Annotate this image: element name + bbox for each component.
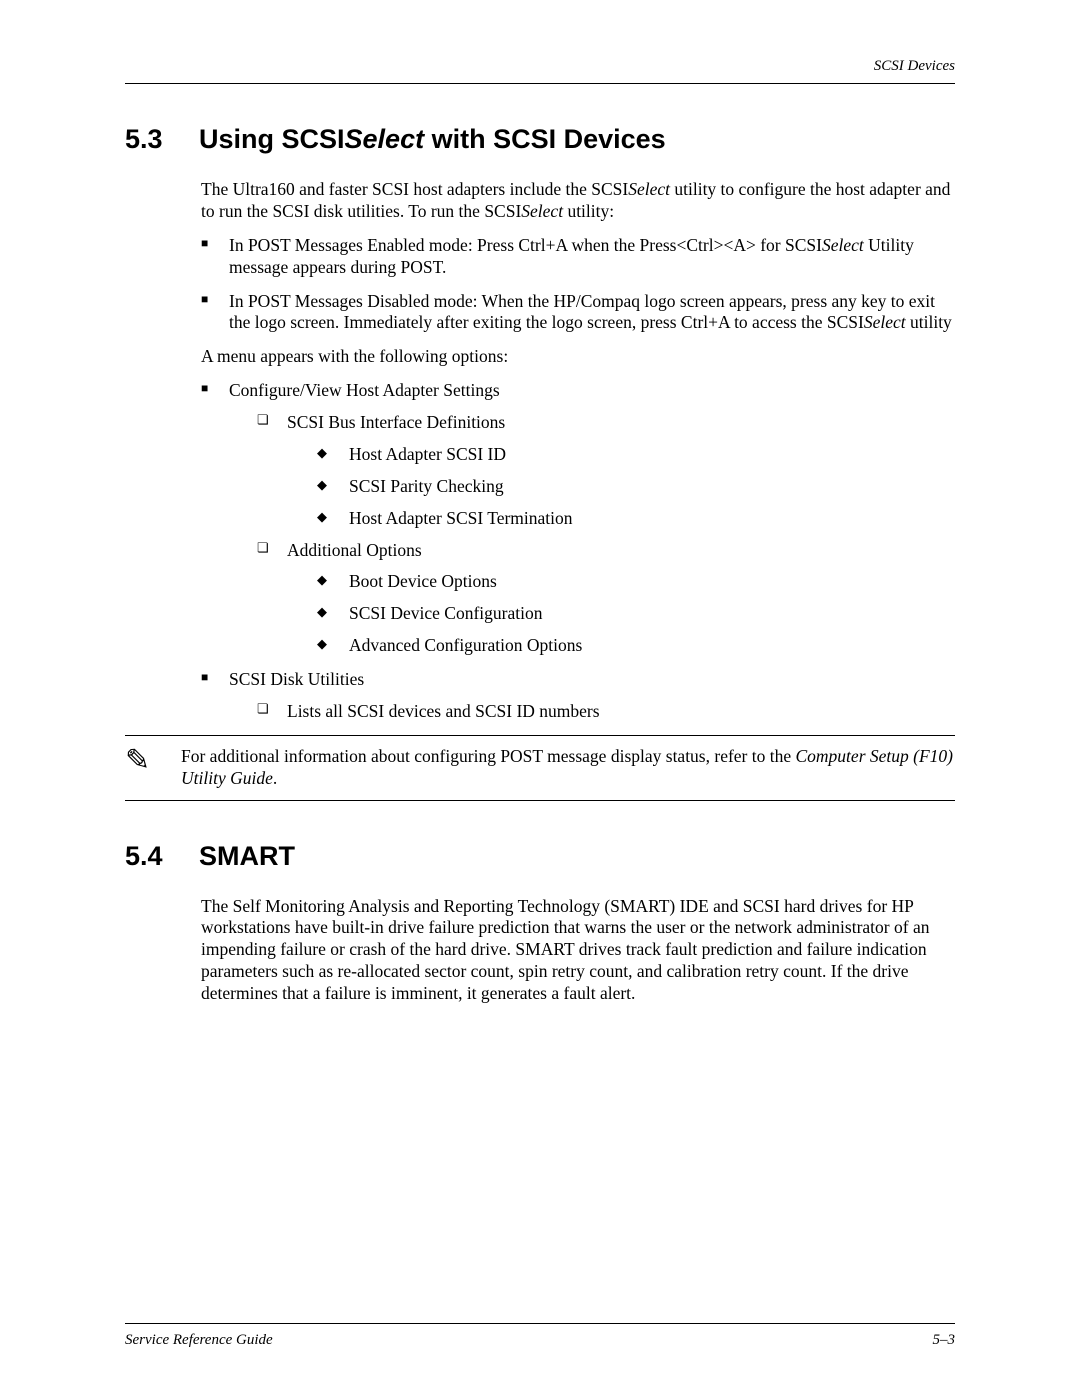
section-number: 5.3	[125, 124, 199, 155]
header-text: SCSI Devices	[874, 58, 955, 74]
bullet2-post: utility	[906, 312, 952, 332]
mode-list: In POST Messages Enabled mode: Press Ctr…	[201, 235, 955, 335]
note-block: ✎ For additional information about confi…	[125, 735, 955, 801]
intro-end: utility:	[563, 201, 614, 221]
bullet1-italic: Select	[822, 235, 864, 255]
list-item: Advanced Configuration Options	[317, 635, 955, 657]
page-number: 5–3	[933, 1332, 956, 1348]
section-number: 5.4	[125, 841, 199, 872]
note-text: For additional information about configu…	[181, 746, 955, 790]
opt1-label: Configure/View Host Adapter Settings	[229, 380, 500, 400]
heading-text-post: with SCSI Devices	[424, 124, 666, 154]
running-header: SCSI Devices	[125, 58, 955, 84]
list-item: Additional Options Boot Device Options S…	[257, 540, 955, 658]
list-item: Host Adapter SCSI Termination	[317, 508, 955, 530]
note-pre: For additional information about configu…	[181, 746, 796, 766]
section-5-4-body: The Self Monitoring Analysis and Reporti…	[201, 896, 955, 1005]
intro-paragraph: The Ultra160 and faster SCSI host adapte…	[201, 179, 955, 223]
menu-options-list: Configure/View Host Adapter Settings SCS…	[201, 380, 955, 723]
intro-italic1: Select	[628, 179, 670, 199]
intro-italic2: Select	[521, 201, 563, 221]
bullet2-italic: Select	[864, 312, 906, 332]
section-5-4-heading: 5.4SMART	[125, 841, 955, 872]
opt1-sub2-label: Additional Options	[287, 540, 422, 560]
list-item: Configure/View Host Adapter Settings SCS…	[201, 380, 955, 657]
footer-right: 5–3	[933, 1332, 956, 1349]
document-page: SCSI Devices 5.3Using SCSISelect with SC…	[0, 0, 1080, 1397]
list-item: SCSI Device Configuration	[317, 603, 955, 625]
list-item: Lists all SCSI devices and SCSI ID numbe…	[257, 701, 955, 723]
list-item: In POST Messages Enabled mode: Press Ctr…	[201, 235, 955, 279]
opt1-sublist: SCSI Bus Interface Definitions Host Adap…	[257, 412, 955, 657]
pencil-note-icon: ✎	[125, 746, 169, 776]
opt1-sub1-label: SCSI Bus Interface Definitions	[287, 412, 505, 432]
list-item: In POST Messages Disabled mode: When the…	[201, 291, 955, 335]
opt2-sublist: Lists all SCSI devices and SCSI ID numbe…	[257, 701, 955, 723]
list-item: Host Adapter SCSI ID	[317, 444, 955, 466]
opt2-label: SCSI Disk Utilities	[229, 669, 364, 689]
bullet1-pre: In POST Messages Enabled mode: Press Ctr…	[229, 235, 822, 255]
heading-text-pre: Using SCSI	[199, 124, 345, 154]
list-item: Boot Device Options	[317, 571, 955, 593]
list-item: SCSI Bus Interface Definitions Host Adap…	[257, 412, 955, 530]
heading-text-italic: Select	[345, 124, 425, 154]
opt1-sub2-diamonds: Boot Device Options SCSI Device Configur…	[317, 571, 955, 657]
page-footer: Service Reference Guide 5–3	[125, 1323, 955, 1349]
bullet2-pre: In POST Messages Disabled mode: When the…	[229, 291, 935, 333]
note-post: .	[273, 768, 277, 788]
smart-paragraph: The Self Monitoring Analysis and Reporti…	[201, 896, 955, 1005]
list-item: SCSI Disk Utilities Lists all SCSI devic…	[201, 669, 955, 723]
menu-intro: A menu appears with the following option…	[201, 346, 955, 368]
section-5-3-body: The Ultra160 and faster SCSI host adapte…	[201, 179, 955, 723]
opt1-sub1-diamonds: Host Adapter SCSI ID SCSI Parity Checkin…	[317, 444, 955, 530]
footer-left: Service Reference Guide	[125, 1332, 273, 1349]
section-5-3-heading: 5.3Using SCSISelect with SCSI Devices	[125, 124, 955, 155]
intro-pre: The Ultra160 and faster SCSI host adapte…	[201, 179, 628, 199]
heading-text: SMART	[199, 841, 295, 871]
list-item: SCSI Parity Checking	[317, 476, 955, 498]
